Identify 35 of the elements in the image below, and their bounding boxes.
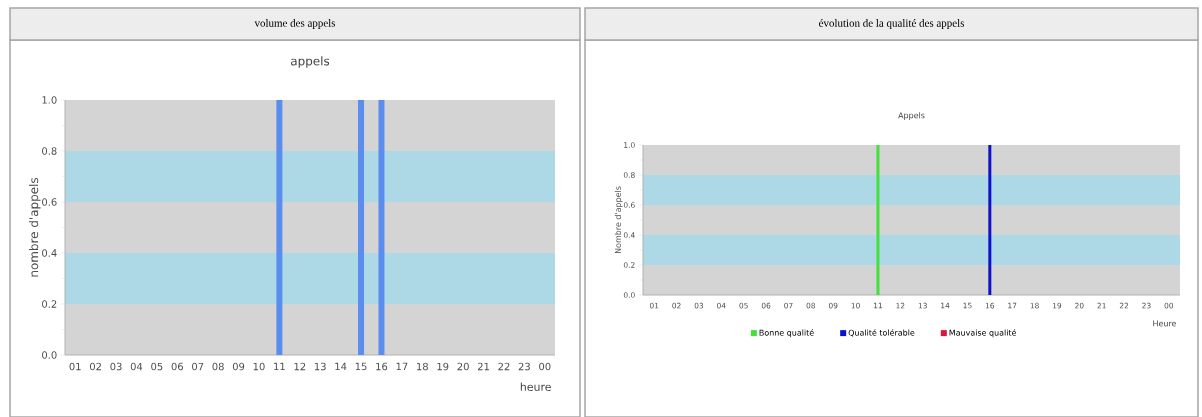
x-tick-label: 21 [477, 362, 489, 371]
x-tick-label: 11 [274, 362, 285, 371]
x-tick-label: 05 [151, 362, 163, 371]
chart-subtitle: appels [291, 56, 330, 68]
x-tick-label: 14 [335, 362, 347, 371]
chart-title: évolution de la qualité des appels [819, 19, 965, 29]
x-tick-label: 10 [253, 362, 265, 371]
x-tick-label: 19 [437, 362, 449, 371]
x-tick-label: 13 [314, 362, 326, 371]
x-tick-label: 02 [89, 362, 101, 371]
y-tick-label: 0.4 [42, 249, 57, 257]
x-tick-label: 16 [376, 362, 388, 371]
x-tick-label: 20 [457, 362, 469, 371]
x-axis-title: heure [520, 382, 551, 391]
y-tick-label: 0.0 [42, 351, 57, 359]
x-tick-label: 23 [518, 362, 530, 371]
chart-title: volume des appels [254, 19, 336, 29]
x-tick-label: 22 [498, 362, 510, 371]
x-tick-label: 00 [539, 362, 551, 371]
x-tick-label: 17 [396, 362, 408, 371]
x-tick-label: 08 [212, 362, 224, 371]
x-tick-label: 15 [355, 362, 367, 371]
x-tick-label: 03 [110, 362, 122, 371]
x-tick-label: 09 [232, 362, 245, 371]
x-tick-label: 18 [417, 362, 428, 371]
y-tick-label: 0.2 [42, 300, 57, 308]
x-tick-label: 01 [69, 362, 81, 371]
y-tick-label: 0.8 [42, 147, 57, 155]
x-tick-label: 07 [192, 362, 204, 371]
y-tick-label: 1.0 [42, 96, 57, 104]
y-axis-title: nombre d'appels [28, 177, 41, 277]
x-tick-label: 12 [294, 362, 306, 371]
x-tick-label: 04 [130, 362, 143, 371]
x-tick-label: 06 [171, 362, 184, 371]
y-tick-label: 0.6 [42, 198, 57, 206]
